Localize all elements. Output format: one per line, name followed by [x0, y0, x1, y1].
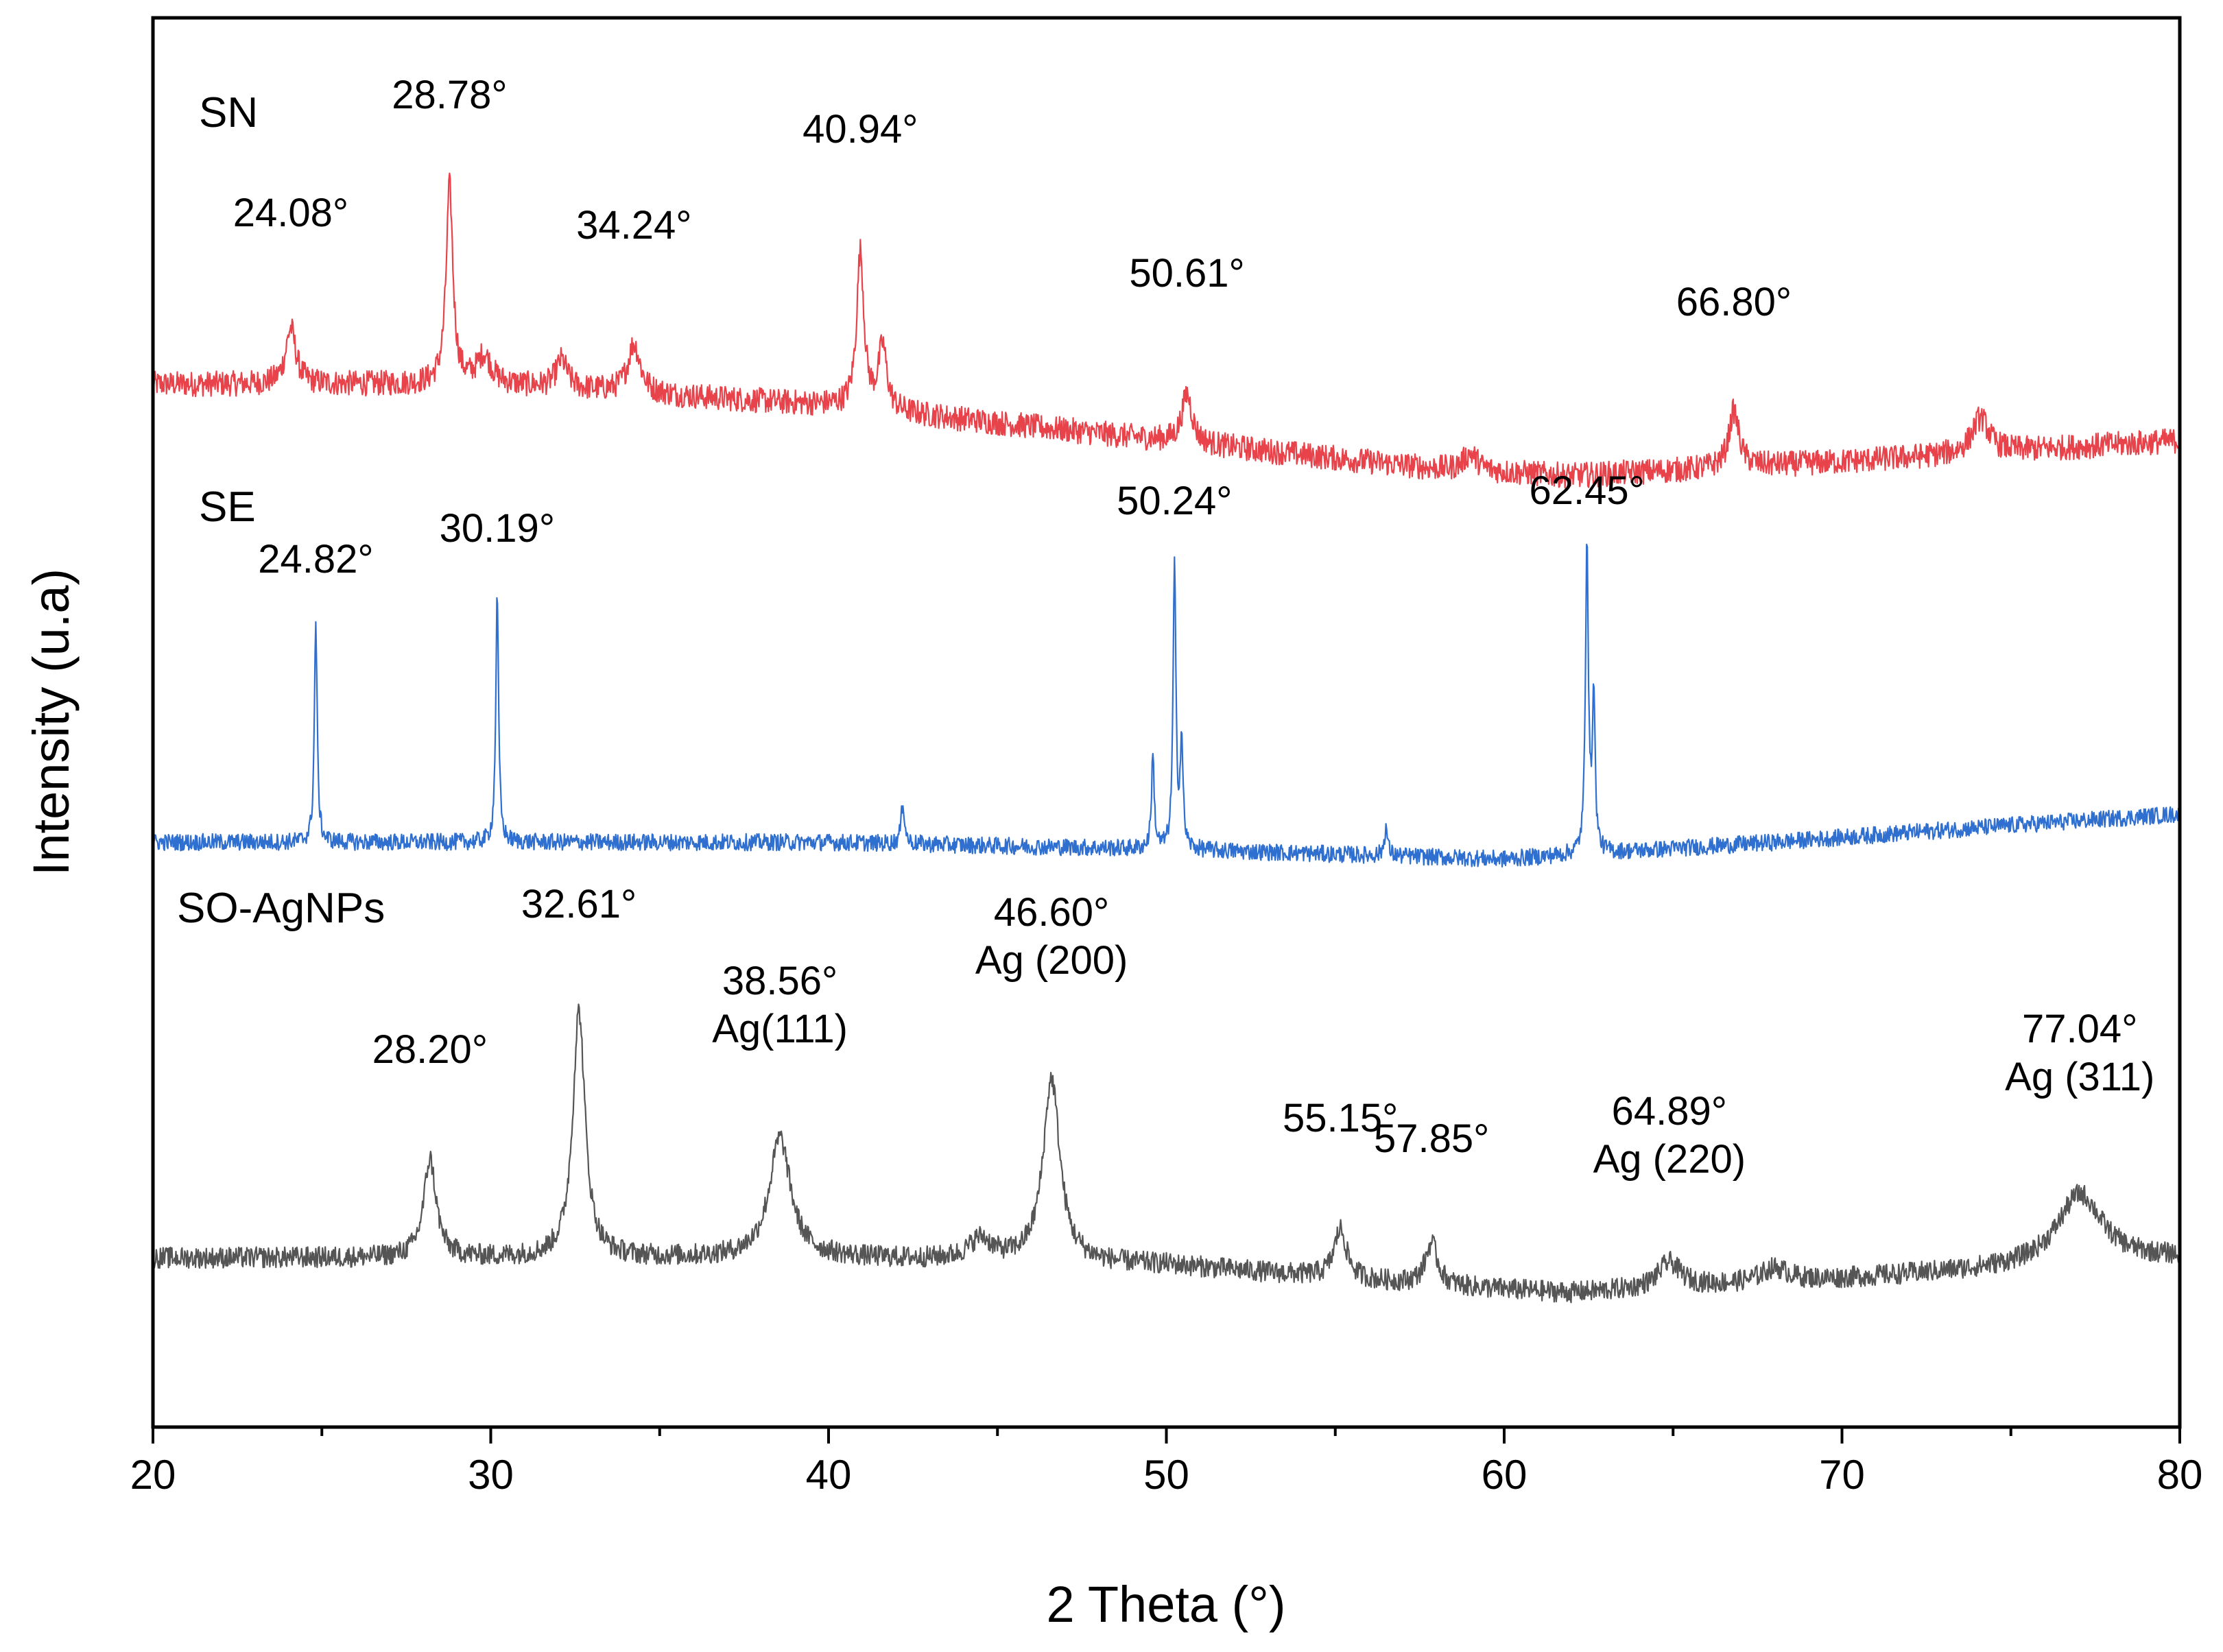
peak-label: 66.80°	[1676, 280, 1792, 324]
peak-reflection-label: Ag (200)	[975, 938, 1128, 983]
series-traces	[152, 172, 2181, 1304]
peak-label: 34.24°	[576, 203, 691, 248]
peak-label: 50.61°	[1129, 251, 1244, 296]
peak-label: 30.19°	[440, 506, 555, 551]
x-tick-label: 70	[1819, 1452, 1865, 1498]
series-line-so-agnps	[152, 1003, 2181, 1304]
peak-reflection-label: Ag (311)	[2005, 1055, 2154, 1099]
x-tick-label: 20	[130, 1452, 176, 1498]
peak-label: 55.15°	[1283, 1096, 1398, 1140]
series-label-sn: SN	[199, 89, 258, 136]
peak-label: 77.04°	[2022, 1007, 2137, 1051]
x-tick-label: 30	[468, 1452, 514, 1498]
x-tick-label: 40	[806, 1452, 852, 1498]
peak-reflection-label: Ag(111)	[712, 1007, 848, 1051]
series-labels: SN SE SO-AgNPs	[177, 89, 385, 932]
series-line-se	[152, 543, 2181, 867]
peak-label: 40.94°	[803, 107, 918, 152]
series-label-se: SE	[199, 483, 256, 531]
peak-label: 24.82°	[258, 537, 373, 582]
x-axis-ticks: 20 30 40 50 60 70 80	[130, 1427, 2203, 1498]
series-line-sn	[152, 172, 2181, 489]
peak-label: 50.24°	[1117, 479, 1232, 523]
peak-label: 64.89°	[1612, 1089, 1727, 1134]
x-tick-label: 80	[2157, 1452, 2203, 1498]
peak-label: 38.56°	[722, 959, 837, 1003]
x-tick-label: 50	[1143, 1452, 1189, 1498]
x-tick-label: 60	[1482, 1452, 1527, 1498]
y-axis-title: Intensity (u.a)	[23, 568, 80, 876]
peak-label: 24.08°	[233, 191, 348, 235]
peak-label: 32.61°	[521, 882, 637, 926]
peak-label: 62.45°	[1529, 468, 1644, 513]
peak-label: 28.78°	[392, 73, 507, 117]
peak-label: 57.85°	[1374, 1116, 1489, 1161]
series-label-so-agnps: SO-AgNPs	[177, 885, 385, 932]
x-axis-title: 2 Theta (°)	[1046, 1576, 1285, 1633]
peak-label: 28.20°	[372, 1027, 488, 1072]
peak-reflection-label: Ag (220)	[1593, 1137, 1746, 1182]
peak-annotations: 24.08° 28.78° 34.24° 40.94° 50.61° 66.80° 24.8…	[233, 73, 2155, 1182]
peak-label: 46.60°	[994, 890, 1109, 935]
